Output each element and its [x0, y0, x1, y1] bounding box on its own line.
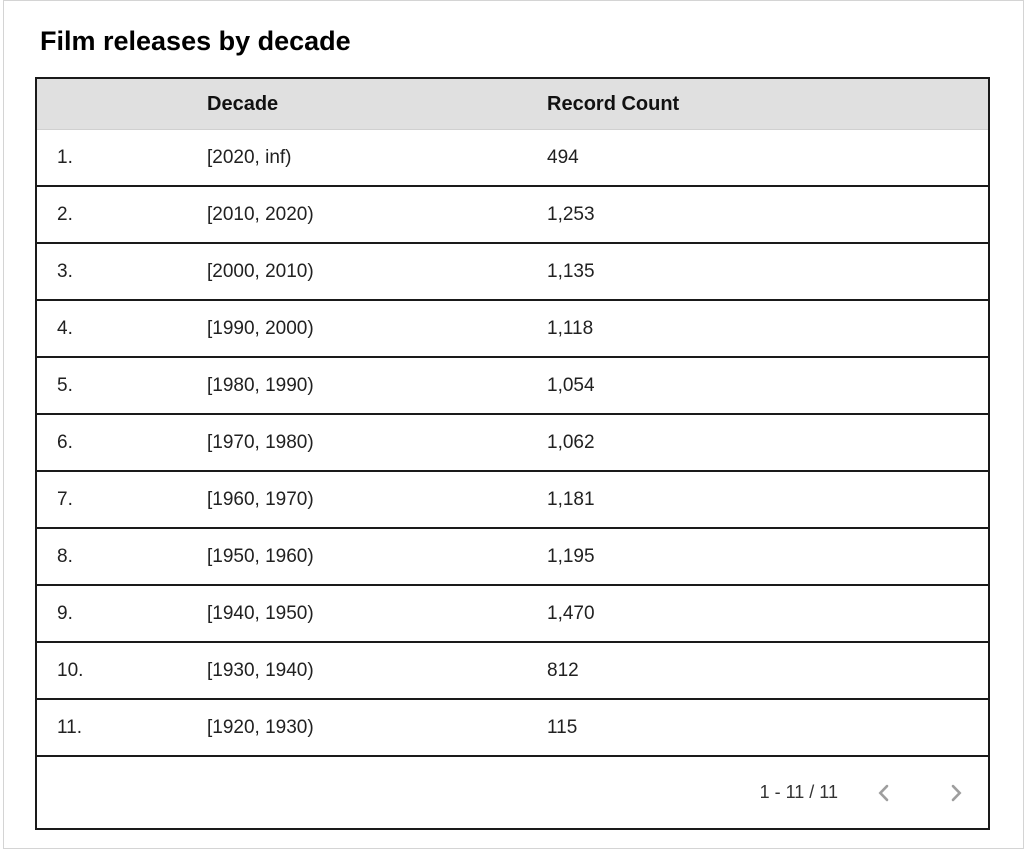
- row-number-cell: 9.: [37, 584, 187, 642]
- decade-cell: [1950, 1960): [187, 527, 527, 585]
- table-row: 1. [2020, inf) 494: [37, 129, 988, 186]
- table-row: 8. [1950, 1960) 1,195: [37, 527, 988, 585]
- table-row: 4. [1990, 2000) 1,118: [37, 299, 988, 357]
- record-count-cell: 1,195: [527, 527, 988, 585]
- decade-cell: [1960, 1970): [187, 470, 527, 528]
- decade-cell: [2010, 2020): [187, 185, 527, 243]
- row-number-cell: 6.: [37, 413, 187, 471]
- row-number-cell: 11.: [37, 698, 187, 755]
- decade-cell: [1980, 1990): [187, 356, 527, 414]
- pagination-bar: 1 - 11 / 11: [37, 755, 988, 828]
- row-number-cell: 4.: [37, 299, 187, 357]
- record-count-cell: 1,181: [527, 470, 988, 528]
- page-title: Film releases by decade: [40, 26, 351, 56]
- column-header-row-number: [37, 79, 187, 130]
- next-page-button[interactable]: [936, 773, 976, 813]
- record-count-cell: 1,470: [527, 584, 988, 642]
- table-row: 10. [1930, 1940) 812: [37, 641, 988, 699]
- record-count-cell: 1,062: [527, 413, 988, 471]
- record-count-cell: 1,253: [527, 185, 988, 243]
- decade-cell: [2020, inf): [187, 129, 527, 186]
- record-count-cell: 1,054: [527, 356, 988, 414]
- record-count-cell: 494: [527, 129, 988, 186]
- header-row: Decade Record Count: [37, 79, 988, 130]
- table-row: 5. [1980, 1990) 1,054: [37, 356, 988, 414]
- table-row: 7. [1960, 1970) 1,181: [37, 470, 988, 528]
- previous-page-button[interactable]: [864, 773, 904, 813]
- data-table: Decade Record Count 1. [2020, inf) 494 2…: [37, 79, 988, 755]
- page-range-label: 1 - 11 / 11: [759, 782, 838, 802]
- record-count-cell: 115: [527, 698, 988, 755]
- decade-cell: [1930, 1940): [187, 641, 527, 699]
- row-number-cell: 2.: [37, 185, 187, 243]
- table-row: 3. [2000, 2010) 1,135: [37, 242, 988, 300]
- table-row: 6. [1970, 1980) 1,062: [37, 413, 988, 471]
- column-header-record-count[interactable]: Record Count: [527, 79, 988, 130]
- chevron-right-icon: [943, 780, 969, 806]
- record-count-cell: 1,135: [527, 242, 988, 300]
- row-number-cell: 5.: [37, 356, 187, 414]
- decade-cell: [1940, 1950): [187, 584, 527, 642]
- row-number-cell: 1.: [37, 129, 187, 186]
- table-row: 11. [1920, 1930) 115: [37, 698, 988, 755]
- row-number-cell: 7.: [37, 470, 187, 528]
- row-number-cell: 10.: [37, 641, 187, 699]
- table-row: 9. [1940, 1950) 1,470: [37, 584, 988, 642]
- table-row: 2. [2010, 2020) 1,253: [37, 185, 988, 243]
- row-number-cell: 8.: [37, 527, 187, 585]
- film-releases-table-widget: Decade Record Count 1. [2020, inf) 494 2…: [35, 77, 990, 830]
- record-count-cell: 812: [527, 641, 988, 699]
- column-header-decade[interactable]: Decade: [187, 79, 527, 130]
- decade-cell: [1990, 2000): [187, 299, 527, 357]
- decade-cell: [1970, 1980): [187, 413, 527, 471]
- chevron-left-icon: [871, 780, 897, 806]
- row-number-cell: 3.: [37, 242, 187, 300]
- decade-cell: [1920, 1930): [187, 698, 527, 755]
- record-count-cell: 1,118: [527, 299, 988, 357]
- decade-cell: [2000, 2010): [187, 242, 527, 300]
